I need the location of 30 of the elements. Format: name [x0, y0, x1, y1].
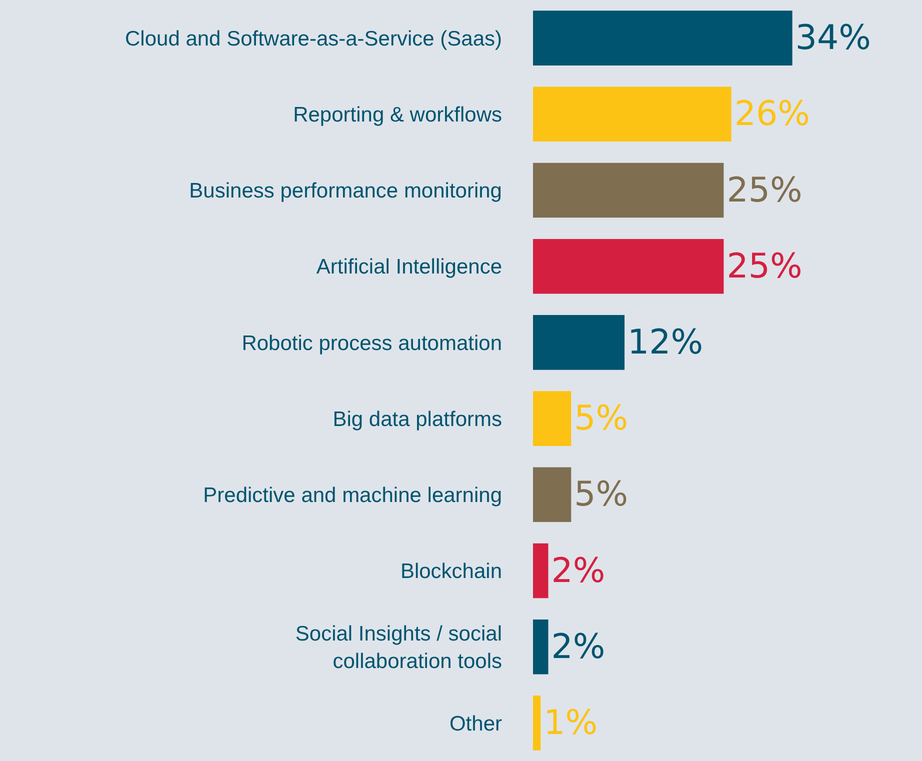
y-tick-label: Predictive and machine learning: [203, 484, 502, 507]
bar: [533, 696, 541, 750]
bar: [533, 315, 625, 370]
y-tick-label: Business performance monitoring: [189, 180, 502, 203]
bar: [533, 543, 548, 598]
data-label: 2%: [551, 550, 606, 591]
y-tick-label: Blockchain: [400, 560, 502, 584]
bar: [533, 619, 548, 674]
y-tick-label: Artificial Intelligence: [316, 256, 502, 279]
y-tick-label: Other: [449, 712, 502, 736]
y-tick-label: Big data platforms: [332, 408, 502, 431]
data-label: 25%: [726, 246, 802, 286]
data-label: 12%: [628, 322, 704, 362]
y-tick-label: Robotic process automation: [242, 332, 502, 355]
data-label: 2%: [551, 626, 606, 667]
data-label: 1%: [544, 702, 598, 743]
bar: [533, 162, 724, 218]
data-label: 5%: [574, 474, 628, 515]
bar: [533, 86, 732, 142]
bar: [533, 391, 572, 446]
data-label: 25%: [726, 170, 802, 210]
y-tick-label: Reporting & workflows: [293, 104, 502, 126]
bar: [533, 238, 724, 294]
bar: [533, 10, 792, 66]
data-label: 34%: [795, 18, 871, 58]
bar: [533, 467, 572, 522]
data-label: 5%: [574, 398, 628, 439]
y-tick-label: Social Insights / social collaboration tools: [295, 622, 502, 673]
y-tick-label: Cloud and Software-as-a-Service (Saas): [125, 27, 502, 50]
data-label: 26%: [734, 94, 810, 134]
